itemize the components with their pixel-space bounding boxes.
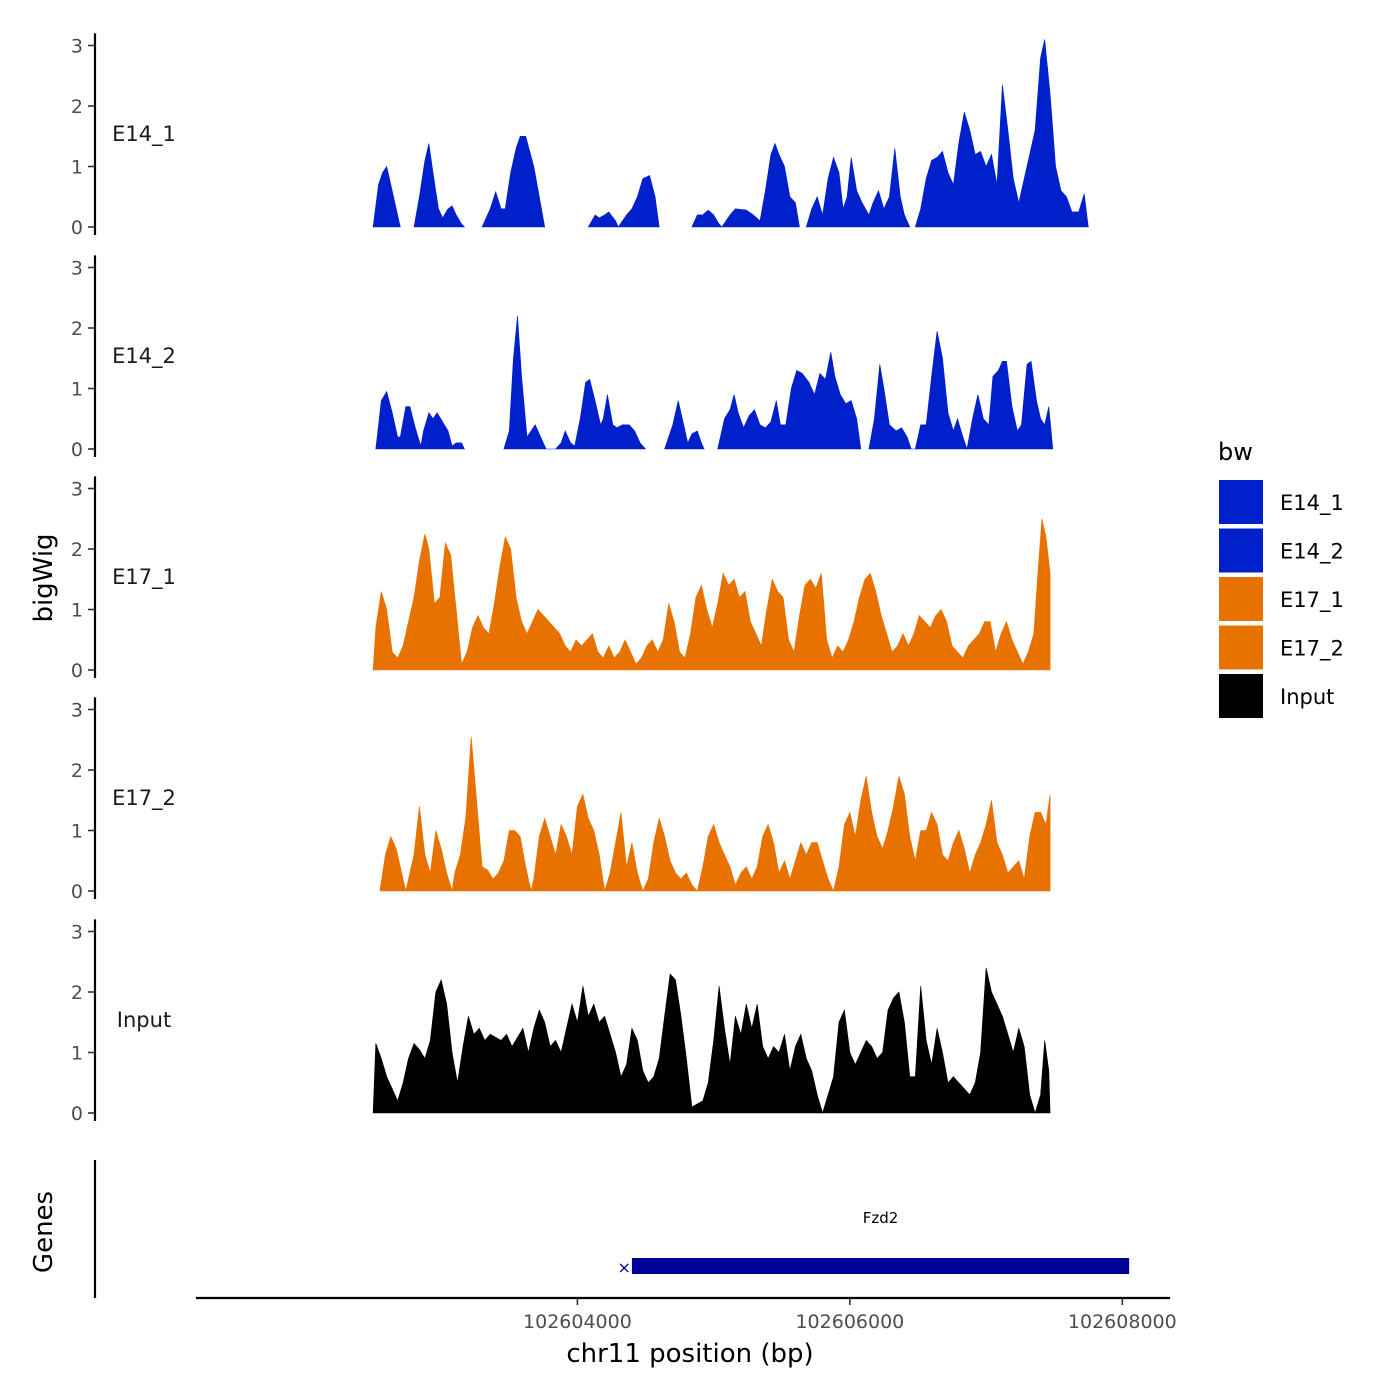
legend-swatch xyxy=(1219,528,1263,573)
track-label: E17_2 xyxy=(112,786,176,811)
y-tick-label: 3 xyxy=(71,922,83,944)
legend-item-Input: Input xyxy=(1219,674,1334,718)
x-axis-title: chr11 position (bp) xyxy=(566,1339,813,1369)
coverage-area xyxy=(379,736,1051,892)
legend-swatch xyxy=(1219,674,1263,718)
y-tick-label: 1 xyxy=(71,600,83,622)
x-tick-label: 102606000 xyxy=(795,1311,904,1333)
coverage-area xyxy=(587,175,660,228)
coverage-area xyxy=(372,165,401,228)
track-label: Input xyxy=(117,1008,171,1032)
legend-label: Input xyxy=(1280,685,1334,709)
y-tick-label: 1 xyxy=(71,157,83,179)
genes-axis-title: Genes xyxy=(29,1191,59,1273)
y-tick-label: 1 xyxy=(71,1043,83,1065)
y-tick-label: 2 xyxy=(71,982,83,1004)
coverage-area xyxy=(805,148,911,228)
track-label: E14_2 xyxy=(112,344,176,369)
legend-label: E14_2 xyxy=(1280,540,1344,565)
track-E14_2: 0 1 2 3 E14_2 xyxy=(71,255,1054,461)
legend-item-E17_1: E17_1 xyxy=(1219,577,1344,621)
x-axis: 102604000 102606000 102608000 xyxy=(196,1296,1177,1333)
y-tick-label: 3 xyxy=(71,258,83,280)
y-tick-label: 0 xyxy=(71,1103,83,1125)
y-tick-label: 0 xyxy=(71,881,83,903)
y-tick-label: 2 xyxy=(71,96,83,118)
track-E17_1: 0 1 2 3 E17_1 xyxy=(71,476,1051,682)
genes-panel: × Fzd2 xyxy=(93,1160,1130,1298)
coverage-area xyxy=(691,142,800,228)
coverage-area xyxy=(481,136,546,228)
y-tick-label: 3 xyxy=(71,479,83,501)
legend-swatch xyxy=(1219,577,1263,621)
legend-item-E14_1: E14_1 xyxy=(1219,480,1344,524)
coverage-area xyxy=(372,967,1051,1115)
gene-body xyxy=(631,1258,1130,1274)
coverage-area xyxy=(717,352,862,450)
coverage-area xyxy=(503,315,647,450)
legend-label: E17_2 xyxy=(1280,637,1344,662)
y-axis-title: bigWig xyxy=(29,533,59,622)
coverage-area xyxy=(413,143,466,228)
y-tick-label: 2 xyxy=(71,760,83,782)
coverage-area xyxy=(664,400,705,450)
legend-title: bw xyxy=(1218,438,1253,466)
track-E14_1: 0 1 2 3 E14_1 xyxy=(71,33,1089,239)
legend-swatch xyxy=(1219,625,1263,670)
gene-strand-mark: × xyxy=(618,1258,631,1277)
y-tick-label: 2 xyxy=(71,539,83,561)
y-tick-label: 2 xyxy=(71,318,83,340)
legend-label: E17_1 xyxy=(1280,588,1344,613)
y-tick-label: 1 xyxy=(71,379,83,401)
y-tick-label: 3 xyxy=(71,36,83,58)
gene-label: Fzd2 xyxy=(863,1209,899,1227)
y-tick-label: 0 xyxy=(71,439,83,461)
x-tick-label: 102608000 xyxy=(1068,1311,1177,1333)
track-label: E14_1 xyxy=(112,122,176,147)
track-label: E17_1 xyxy=(112,565,176,590)
y-tick-label: 3 xyxy=(71,700,83,722)
y-tick-label: 1 xyxy=(71,821,83,843)
coverage-area xyxy=(372,518,1051,671)
track-E17_2: 0 1 2 3 E17_2 xyxy=(71,697,1051,903)
legend-item-E17_2: E17_2 xyxy=(1219,625,1344,670)
track-Input: 0 1 2 3 Input xyxy=(71,919,1051,1125)
y-tick-label: 0 xyxy=(71,217,83,239)
legend: bw E14_1 E14_2 E17_1 E17_2 Input xyxy=(1218,438,1344,718)
x-tick-label: 102604000 xyxy=(523,1311,632,1333)
y-tick-label: 0 xyxy=(71,660,83,682)
legend-label: E14_1 xyxy=(1280,491,1344,516)
coverage-tracks: 0 1 2 3 E14_1 0 1 2 3 E14_2 0 1 2 3 E17_1 0 1 2 3 E17_2 0 1 2 3… xyxy=(71,33,1089,1125)
legend-swatch xyxy=(1219,480,1263,524)
legend-item-E14_2: E14_2 xyxy=(1219,528,1344,573)
coverage-area xyxy=(375,390,465,450)
coverage-area xyxy=(868,330,1054,451)
coverage-area xyxy=(914,39,1089,228)
